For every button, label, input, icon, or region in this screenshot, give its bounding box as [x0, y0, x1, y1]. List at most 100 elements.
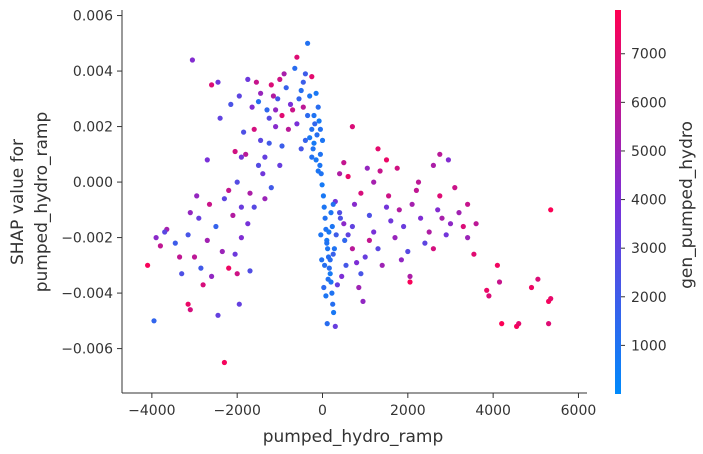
scatter-point [226, 187, 232, 193]
scatter-point [407, 273, 413, 279]
scatter-point [329, 290, 335, 296]
scatter-point [383, 157, 390, 163]
scatter-point [238, 154, 244, 160]
scatter-point [337, 210, 343, 216]
scatter-point [360, 298, 366, 304]
colorbar-tick-label: 3000 [631, 241, 667, 257]
scatter-point [253, 79, 259, 85]
y-axis-label-line2: pumped_hydro_ramp [32, 112, 52, 293]
scatter-point [234, 179, 240, 185]
scatter-point [362, 254, 368, 260]
scatter-point [435, 207, 441, 213]
scatter-point [413, 187, 419, 193]
scatter-point [349, 223, 355, 230]
colorbar-tick-label: 1000 [631, 338, 667, 354]
scatter-point [328, 210, 334, 216]
colorbar-tick-label: 4000 [631, 193, 667, 209]
scatter-point [262, 154, 268, 160]
scatter-point [307, 93, 313, 99]
scatter-point [266, 115, 272, 121]
scatter-point [232, 148, 238, 155]
scatter-point [398, 257, 404, 263]
scatter-point [185, 232, 191, 238]
scatter-point [312, 121, 318, 127]
scatter-point [311, 140, 317, 146]
scatter-point [287, 101, 294, 107]
scatter-point [153, 235, 159, 241]
y-tick-label: 0.000 [73, 175, 113, 191]
scatter-point [187, 307, 193, 313]
scatter-point [496, 279, 503, 285]
scatter-point [151, 318, 157, 324]
scatter-point [162, 229, 168, 235]
scatter-point [172, 240, 178, 246]
scatter-point [486, 293, 492, 299]
scatter-point [345, 232, 351, 238]
scatter-point [326, 265, 332, 271]
scatter-point [320, 193, 326, 199]
scatter-point [204, 157, 210, 163]
scatter-point [315, 168, 321, 174]
scatter-point [198, 265, 204, 271]
scatter-point [314, 132, 320, 138]
scatter-point [277, 162, 283, 168]
scatter-point [415, 179, 422, 185]
scatter-point [324, 240, 330, 246]
y-axis-ticks: −0.006 −0.004 −0.002 0.000 0.002 0.004 0.006 [61, 9, 122, 358]
colorbar-tick-label: 6000 [631, 95, 667, 111]
x-tick-label: 2000 [390, 403, 426, 419]
scatter-point [341, 160, 347, 166]
scatter-point [437, 151, 443, 157]
scatter-point [266, 140, 272, 146]
scatter-point [322, 215, 328, 221]
x-tick-label: −2000 [214, 403, 261, 419]
scatter-point [273, 107, 279, 113]
scatter-point [343, 262, 349, 268]
scatter-point [238, 235, 244, 241]
x-tick-label: −4000 [128, 403, 175, 419]
scatter-point [251, 126, 257, 132]
scatter-point [358, 271, 364, 277]
scatter-point [317, 126, 323, 132]
scatter-point [275, 96, 281, 102]
scatter-point [379, 262, 385, 268]
scatter-point [255, 162, 262, 168]
scatter-point [426, 229, 432, 235]
scatter-point [332, 323, 338, 329]
scatter-point [327, 271, 333, 277]
scatter-point [279, 143, 285, 149]
scatter-point [401, 223, 407, 230]
scatter-point [422, 240, 428, 246]
scatter-point [300, 104, 306, 110]
scatter-point [330, 301, 336, 307]
scatter-point [447, 221, 454, 227]
colorbar-ticks: 1000 2000 3000 4000 5000 6000 7000 [621, 47, 667, 354]
scatter-point [273, 124, 279, 130]
scatter-point [318, 232, 324, 238]
scatter-point [309, 154, 315, 160]
scatter-point [548, 296, 554, 302]
scatter-point [313, 157, 319, 163]
scatter-point [439, 215, 445, 221]
scatter-point [238, 204, 244, 210]
scatter-point [484, 287, 490, 293]
scatter-point [236, 301, 242, 307]
scatter-point [319, 137, 326, 143]
scatter-point [258, 137, 264, 143]
scatter-point [213, 223, 219, 230]
scatter-point [342, 237, 348, 243]
scatter-point [290, 107, 296, 113]
scatter-point [204, 237, 210, 243]
colorbar-tick-label: 7000 [631, 47, 667, 63]
scatter-point [405, 248, 411, 255]
scatter-point [354, 260, 360, 266]
scatter-point [430, 246, 436, 252]
colorbar [615, 10, 621, 394]
scatter-point [217, 115, 223, 121]
scatter-point [294, 121, 300, 127]
colorbar-tick-label: 2000 [631, 290, 667, 306]
scatter-point [189, 57, 195, 63]
scatter-point [215, 312, 221, 318]
scatter-point [296, 96, 302, 102]
scatter-point [298, 146, 304, 152]
